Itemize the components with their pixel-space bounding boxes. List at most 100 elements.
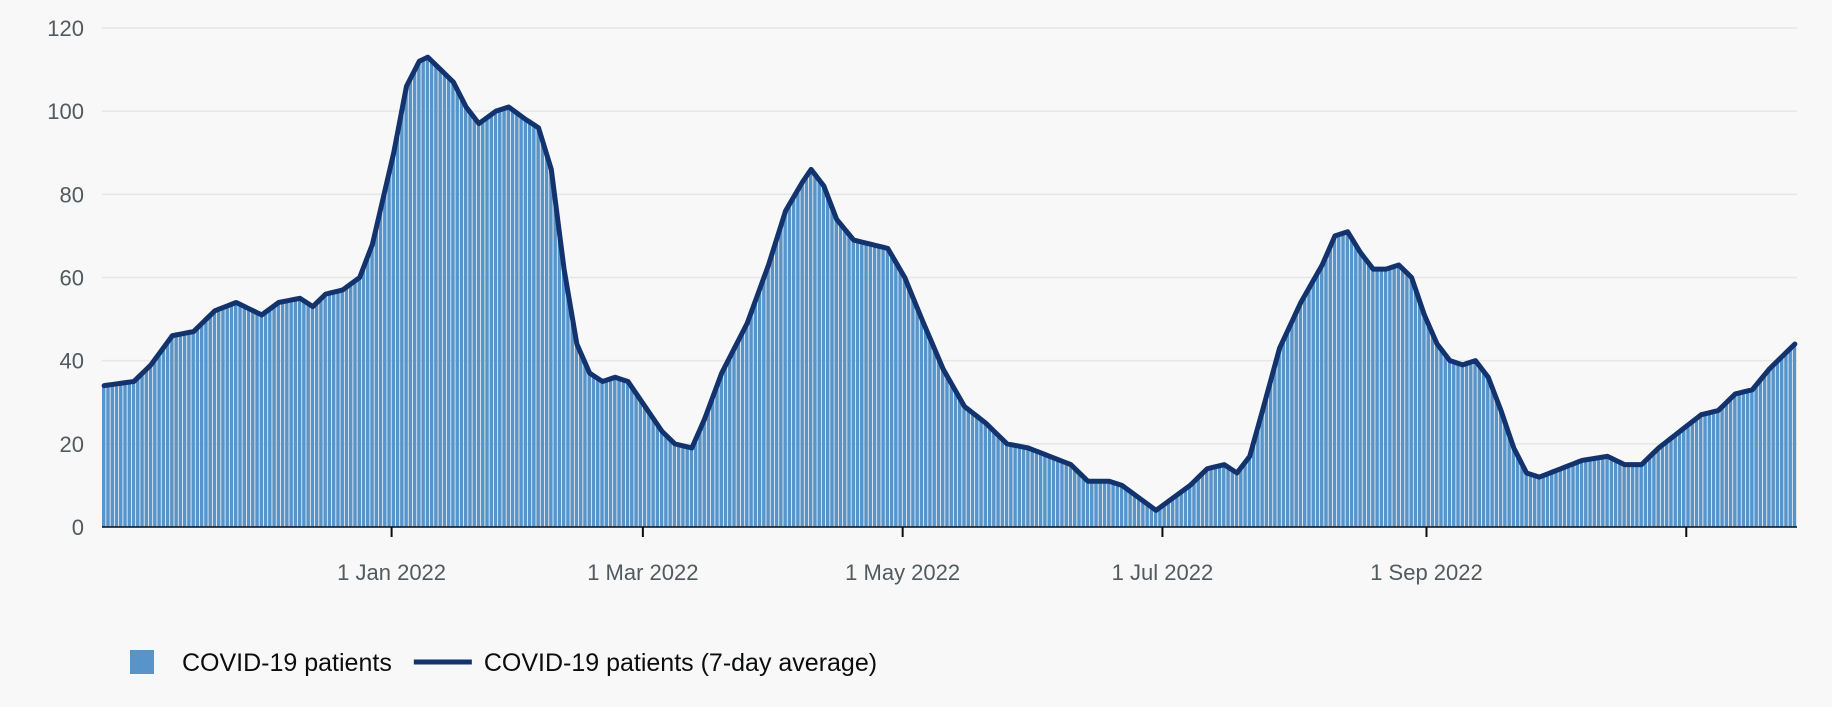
bar — [476, 123, 481, 528]
bar — [481, 120, 485, 527]
bar — [1579, 460, 1584, 527]
bar — [928, 339, 932, 527]
bar — [753, 299, 758, 527]
bar — [813, 174, 817, 527]
bar — [889, 255, 894, 527]
bar — [979, 419, 983, 527]
bar — [510, 110, 515, 528]
bar — [1443, 355, 1447, 527]
bar — [1630, 464, 1635, 527]
bar — [766, 265, 770, 527]
bar — [515, 113, 519, 527]
bar — [1613, 460, 1618, 527]
bar — [1239, 467, 1243, 527]
bar — [1677, 431, 1682, 527]
bar — [102, 385, 106, 527]
bar — [1426, 324, 1430, 527]
bar — [1017, 446, 1022, 527]
bar — [1592, 458, 1597, 527]
bar — [583, 363, 587, 527]
bar — [1302, 294, 1307, 527]
bar — [119, 383, 123, 527]
bar — [1520, 464, 1524, 527]
bar — [625, 381, 630, 527]
bar — [1596, 457, 1601, 527]
bar — [843, 229, 847, 527]
bar — [1107, 481, 1111, 527]
bar — [1026, 447, 1030, 527]
x-tick-label: 1 Sep 2022 — [1370, 560, 1483, 585]
bar — [992, 431, 996, 527]
bar — [242, 306, 246, 527]
bar — [1145, 504, 1149, 527]
bar — [400, 108, 404, 528]
bar — [1268, 379, 1273, 527]
bar — [1260, 410, 1264, 527]
bar — [1460, 364, 1465, 527]
bar — [259, 314, 264, 527]
bar — [1136, 497, 1141, 527]
bar — [208, 314, 212, 527]
bar — [1664, 441, 1669, 527]
bar — [1792, 344, 1797, 527]
bar — [762, 276, 766, 527]
bar — [1170, 497, 1175, 527]
bar — [199, 323, 204, 527]
bar — [212, 310, 217, 527]
bar — [1762, 374, 1767, 527]
bar — [412, 69, 417, 527]
bar — [757, 288, 762, 527]
bar — [323, 294, 327, 527]
bar — [1588, 459, 1592, 527]
bar — [642, 406, 647, 527]
bar — [370, 244, 374, 527]
bar — [919, 319, 924, 527]
bar — [1337, 234, 1341, 527]
bar — [1409, 277, 1413, 527]
bar — [1209, 467, 1213, 527]
bar — [1656, 447, 1660, 527]
bar — [1439, 349, 1443, 527]
bar — [1375, 269, 1379, 527]
bar — [770, 251, 775, 527]
bar — [723, 364, 728, 527]
bar — [1524, 472, 1528, 527]
bar — [506, 107, 511, 527]
bar — [851, 240, 856, 527]
bar — [131, 381, 136, 527]
y-tick-label: 80 — [60, 182, 84, 207]
bar — [1686, 424, 1690, 527]
bar — [472, 118, 476, 527]
y-tick-label: 100 — [47, 99, 84, 124]
bar — [238, 304, 242, 527]
bar — [872, 245, 877, 527]
bar — [860, 242, 864, 527]
bar — [693, 438, 698, 527]
bar — [136, 377, 140, 527]
bar — [1290, 320, 1294, 527]
bar — [1354, 245, 1358, 527]
bar — [923, 329, 928, 527]
bar — [1332, 235, 1337, 527]
y-tick-label: 0 — [72, 515, 84, 540]
bar — [1422, 314, 1426, 527]
bar — [1464, 363, 1469, 527]
bar — [715, 384, 719, 527]
bar — [425, 57, 430, 527]
bar — [438, 69, 442, 527]
bar — [578, 353, 583, 527]
bar — [127, 382, 132, 527]
bar — [1073, 468, 1077, 527]
bar — [1166, 501, 1171, 527]
bar — [1498, 410, 1503, 527]
bar — [1669, 438, 1673, 527]
bar — [702, 418, 706, 527]
bar — [600, 381, 604, 527]
bar — [915, 308, 919, 527]
bar — [1243, 461, 1247, 527]
bar — [1311, 279, 1315, 527]
bar — [1716, 410, 1720, 527]
bar — [1179, 491, 1183, 527]
bar — [1222, 464, 1226, 527]
